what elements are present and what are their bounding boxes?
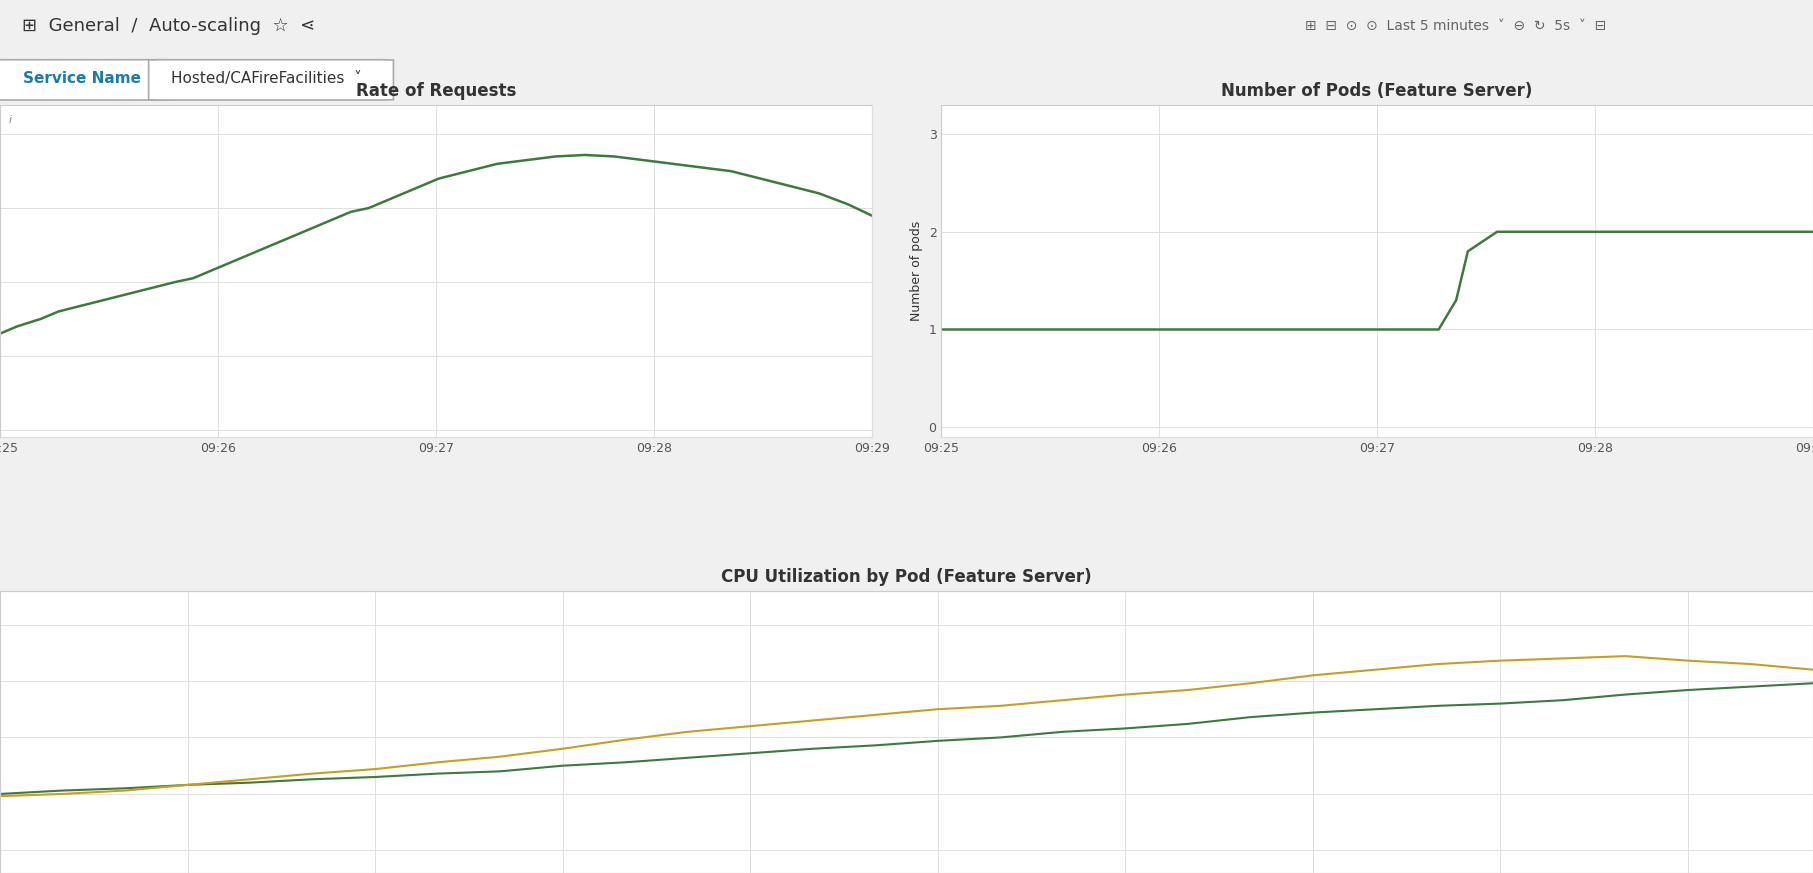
Text: ⊞  ⊟  ⊙  ⊙  Last 5 minutes  ˅  ⊖  ↻  5s  ˅  ⊟: ⊞ ⊟ ⊙ ⊙ Last 5 minutes ˅ ⊖ ↻ 5s ˅ ⊟ xyxy=(1305,19,1606,33)
Text: Hosted/CAFireFacilities  ˅: Hosted/CAFireFacilities ˅ xyxy=(170,71,363,86)
FancyBboxPatch shape xyxy=(0,59,172,100)
Text: Service Name: Service Name xyxy=(22,71,141,86)
Text: i: i xyxy=(9,114,13,125)
Title: CPU Utilization by Pod (Feature Server): CPU Utilization by Pod (Feature Server) xyxy=(722,568,1091,587)
Title: Number of Pods (Feature Server): Number of Pods (Feature Server) xyxy=(1222,82,1532,100)
Y-axis label: Number of pods: Number of pods xyxy=(910,221,923,321)
Title: Rate of Requests: Rate of Requests xyxy=(355,82,517,100)
FancyBboxPatch shape xyxy=(149,59,393,100)
Text: ⊞  General  /  Auto-scaling  ☆  ⋖: ⊞ General / Auto-scaling ☆ ⋖ xyxy=(22,17,315,35)
